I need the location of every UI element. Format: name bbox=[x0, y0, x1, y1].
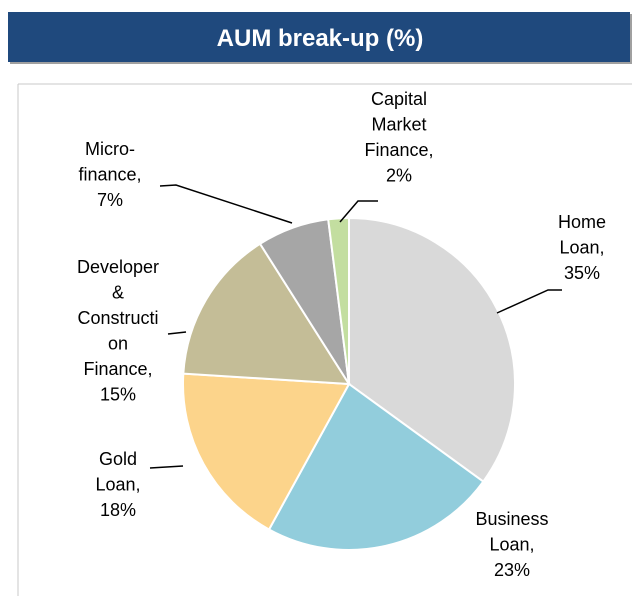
pie-slice bbox=[182, 242, 351, 386]
chart-title: AUM break-up (%) bbox=[217, 25, 424, 52]
slice-value-label: 7% bbox=[97, 190, 123, 210]
slice-value-label: 23% bbox=[494, 560, 530, 580]
leader-line bbox=[339, 200, 378, 223]
slice-category-label: Developer & Constructi on Finance, bbox=[77, 257, 159, 379]
slice-value-label: 2% bbox=[386, 166, 412, 186]
slice-category-label: Micro-finance, bbox=[78, 139, 141, 185]
pie-slice bbox=[267, 382, 485, 551]
leader-line bbox=[496, 289, 562, 314]
slice-category-label: Home Loan, bbox=[558, 212, 606, 258]
leader-line bbox=[167, 331, 187, 335]
slice-category-label: Business Loan, bbox=[475, 509, 548, 555]
slice-value-label: 15% bbox=[100, 385, 136, 405]
slice-value-label: 18% bbox=[100, 500, 136, 520]
leader-line bbox=[149, 465, 184, 469]
slice-category-label: Capital Market Finance, bbox=[364, 89, 433, 160]
pie-slice bbox=[182, 372, 351, 531]
slice-value-label: 35% bbox=[564, 263, 600, 283]
header-bar bbox=[8, 12, 630, 62]
slice-category-label: Gold Loan, bbox=[95, 449, 140, 495]
leader-line bbox=[159, 184, 293, 224]
pie-slice bbox=[348, 216, 516, 483]
pie-slice bbox=[327, 216, 350, 385]
